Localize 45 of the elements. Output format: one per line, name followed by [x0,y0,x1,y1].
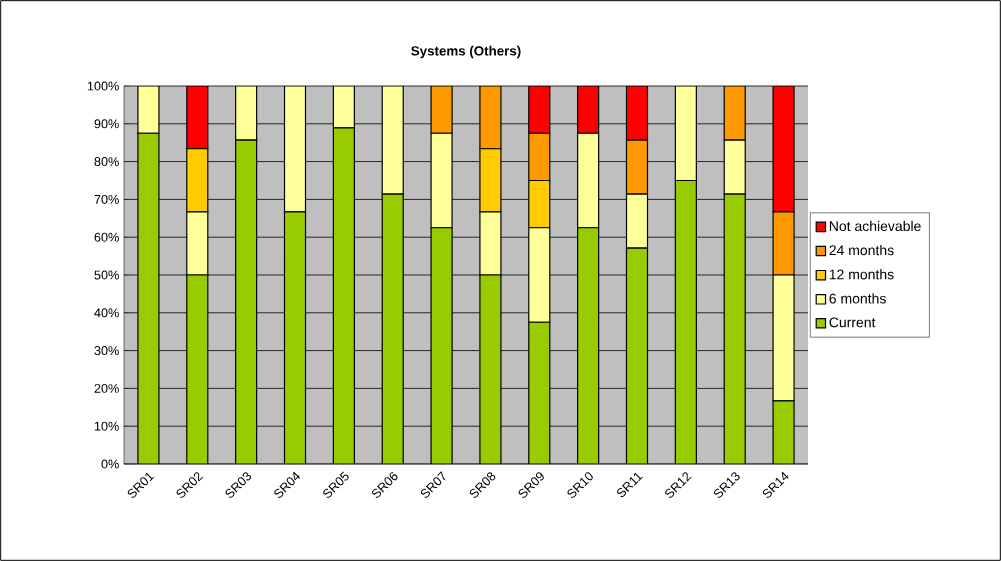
bar [528,227,551,323]
bar [137,132,160,464]
legend-label: 12 months [829,269,894,280]
y-tick-label: 60% [94,232,119,242]
bar [528,179,551,229]
bar [723,139,746,195]
y-tick-label: 50% [94,270,119,280]
legend-label: Current [829,317,876,328]
y-tick-label: 30% [94,346,119,356]
bar [528,132,551,182]
bar [528,321,551,464]
bar [381,86,404,195]
bar [332,127,355,464]
bar [283,86,307,213]
y-tick-label: 70% [94,194,119,204]
bar [674,179,697,464]
bar [430,227,453,464]
bar [186,211,209,276]
y-tick-label: 0% [101,459,119,469]
legend-label: Not achievable [829,220,921,232]
bar [235,86,258,141]
bar [577,227,600,464]
y-tick-label: 10% [94,421,119,431]
y-tick-label: 90% [94,119,119,129]
chart-title: Systems (Others) [411,45,521,59]
bar [235,139,258,464]
bar [479,274,502,464]
bar [723,193,746,464]
bar [625,139,649,195]
bar [723,86,746,141]
bar [625,247,649,464]
legend-label: 24 months [829,244,894,256]
y-tick-label: 20% [94,383,119,393]
bar [674,86,697,182]
bar [625,193,649,249]
bar [332,86,355,129]
y-tick-label: 40% [94,308,119,318]
y-tick-label: 100% [87,81,119,91]
bar [186,274,209,464]
bar [479,148,502,213]
y-tick-label: 80% [94,157,119,167]
bar [577,132,600,229]
bar [283,211,307,464]
legend-label: 6 months [829,293,886,304]
bar [381,193,404,464]
